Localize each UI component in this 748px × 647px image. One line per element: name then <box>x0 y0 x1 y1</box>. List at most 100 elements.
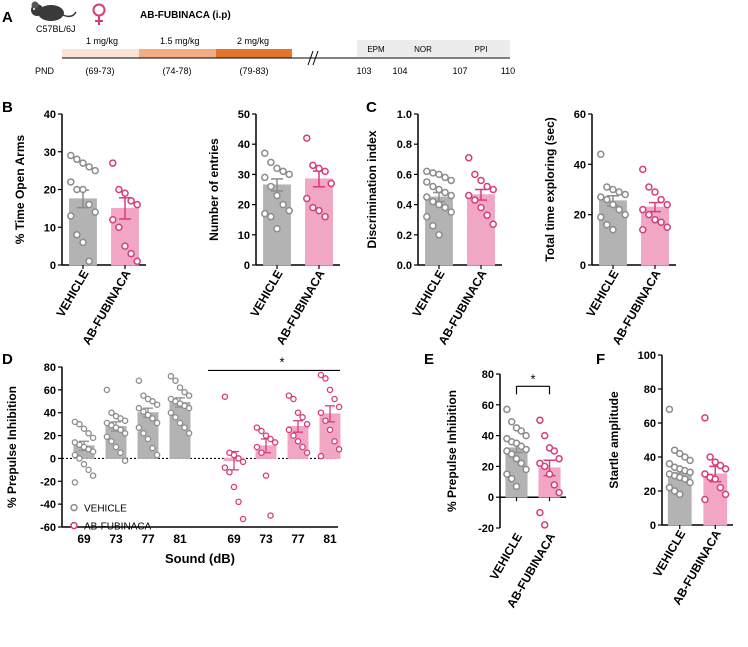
B2-y-axis-title: Number of entries <box>207 138 221 241</box>
D-data-point <box>335 403 343 411</box>
F-data-point <box>681 453 689 461</box>
pnd-day-3: 107 <box>452 66 467 76</box>
C1-y-tick-label: 1.0 <box>397 109 412 121</box>
B2-data-point <box>267 182 275 191</box>
B1-data-point <box>127 249 135 258</box>
C1-data-point <box>489 185 497 194</box>
D-data-point <box>85 466 92 474</box>
C1-data-point <box>429 182 437 191</box>
B1-data-point <box>127 197 135 205</box>
E-data-point <box>507 450 516 458</box>
D-data-point <box>239 458 247 466</box>
D-data-point <box>290 432 297 439</box>
F-data-point <box>711 458 719 466</box>
B1-y-tick-label: 40 <box>44 109 56 121</box>
D-data-point <box>253 443 261 451</box>
B1-data-point <box>133 200 141 209</box>
D-data-point <box>285 426 293 434</box>
C2-data-point <box>645 183 653 191</box>
C1-data-point <box>477 203 485 212</box>
E-y-axis-title: % Prepulse Inhibition <box>445 390 459 512</box>
B1-data-point <box>85 200 93 209</box>
B2-y-tick-label: 20 <box>238 200 250 212</box>
D-data-point <box>108 438 115 445</box>
D-data-point <box>117 449 124 456</box>
B2-y-tick-label: 30 <box>238 169 250 181</box>
E-data-point <box>503 470 511 478</box>
D-data-point <box>140 430 147 437</box>
C1-data-point <box>441 188 449 197</box>
D-data-point <box>89 472 97 479</box>
B2-data-point <box>309 203 317 212</box>
panel-a-timeline: C57BL/6J AB-FUBINACA (i.p) 1 mg/kg 1.5 m… <box>31 1 515 76</box>
E-data-point <box>550 481 559 489</box>
dose-label-2: 1.5 mg/kg <box>160 36 200 46</box>
D-data-point <box>153 401 161 408</box>
E-data-point <box>540 431 549 440</box>
D-y-tick-label: 20 <box>44 431 56 443</box>
D-data-point <box>221 464 229 471</box>
E-data-point <box>503 405 511 414</box>
E-y-tick-label: 0 <box>488 492 494 504</box>
D-data-point <box>89 434 97 442</box>
D-data-point <box>117 426 124 434</box>
B2-data-point <box>273 225 281 233</box>
C1-y-tick-label: 0.0 <box>397 260 412 272</box>
E-data-point <box>512 482 521 491</box>
C1-data-point <box>471 196 479 204</box>
B1-y-tick-label: 30 <box>44 147 56 159</box>
B1-y-tick-label: 10 <box>44 222 56 234</box>
E-y-tick-label: -20 <box>478 523 494 535</box>
D-data-point <box>89 448 97 455</box>
C2-x-tick-label: VEHICLE <box>583 268 621 320</box>
D-data-point <box>185 430 193 437</box>
D-data-point <box>103 386 111 394</box>
D-data-point <box>121 457 129 464</box>
C2-data-point <box>615 205 623 214</box>
C2-data-point <box>603 220 611 229</box>
B2-data-point <box>327 179 335 188</box>
D-data-point <box>76 420 83 428</box>
F-x-tick-label: VEHICLE <box>650 528 688 580</box>
D-legend-label: VEHICLE <box>84 504 127 515</box>
F-data-point <box>665 483 674 492</box>
F-y-axis-title: Startle amplitude <box>607 391 621 489</box>
D-x-tick-label: 77 <box>141 532 155 546</box>
D-data-point <box>80 460 88 468</box>
F-y-tick-label: 60 <box>644 418 656 430</box>
B2-data-point <box>309 161 317 170</box>
C2-data-point <box>639 226 647 234</box>
F-data-point <box>706 453 714 461</box>
D-data-point <box>135 377 143 384</box>
B1-data-point <box>91 208 99 216</box>
B2-data-point <box>279 200 287 209</box>
C1-data-point <box>423 212 431 221</box>
D-data-point <box>144 435 152 443</box>
test-label-epm: EPM <box>367 45 385 54</box>
B2-data-point <box>303 134 311 142</box>
C2-data-point <box>663 200 671 209</box>
E-data-point <box>522 431 530 440</box>
E-data-point <box>507 474 516 483</box>
F-data-point <box>686 456 694 465</box>
E-data-point <box>507 417 516 426</box>
B2-data-point <box>285 170 293 179</box>
C1-x-tick-label: VEHICLE <box>409 268 447 320</box>
D-data-point <box>108 409 115 416</box>
F-data-point <box>665 460 674 468</box>
D-data-point <box>317 452 325 460</box>
B2-data-point <box>279 167 287 176</box>
C2-y-tick-label: 20 <box>574 210 586 222</box>
C1-data-point <box>435 185 443 194</box>
D-data-point <box>71 479 79 486</box>
D-data-point <box>221 393 229 400</box>
D-data-point <box>140 392 147 399</box>
D-x-tick-label: 77 <box>291 532 305 546</box>
F-data-point <box>686 468 694 477</box>
C2-data-point <box>657 218 665 226</box>
F-data-point <box>665 405 674 414</box>
D-data-point <box>326 386 334 394</box>
C2-y-tick-label: 0 <box>580 260 586 272</box>
D-data-point <box>258 449 265 456</box>
